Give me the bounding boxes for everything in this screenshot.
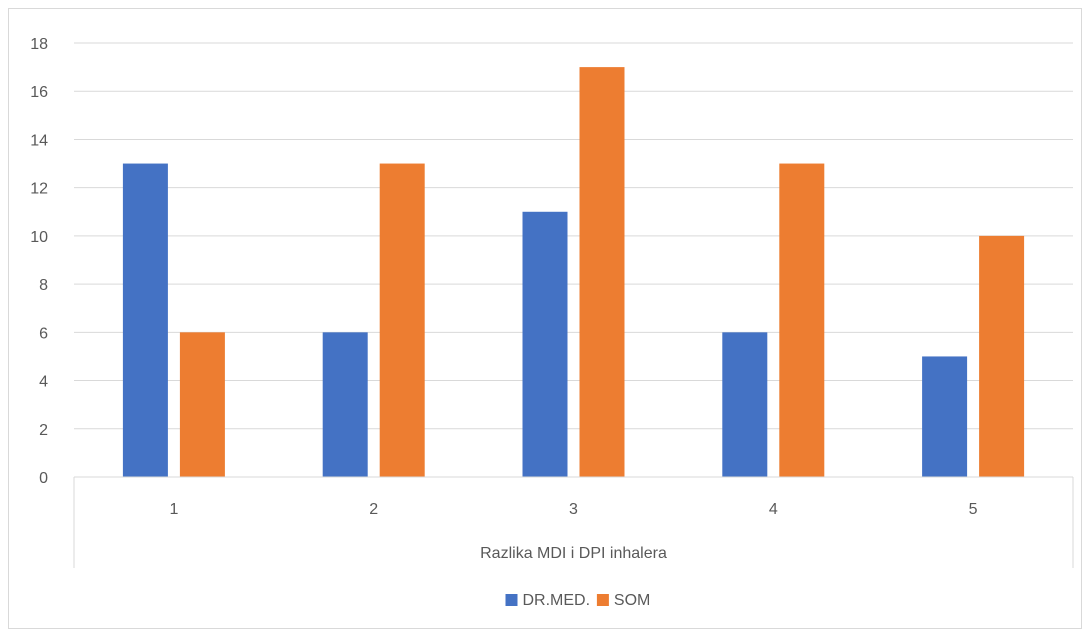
y-tick-label: 6 [39, 325, 48, 342]
x-axis-ticks: 1 2 3 4 5 [169, 501, 977, 518]
bar-som-4 [779, 163, 825, 478]
bar-som-3 [579, 67, 625, 477]
bar-dr-med-4 [722, 332, 768, 477]
y-tick-label: 10 [30, 229, 48, 246]
bar-dr-med-2 [322, 332, 368, 477]
x-tick-label: 5 [969, 501, 978, 518]
bar-dr-med-3 [522, 211, 568, 477]
legend-swatch-dr-med [505, 594, 518, 606]
bar-som-2 [379, 163, 425, 478]
y-tick-label: 4 [39, 374, 48, 391]
x-tick-label: 1 [169, 501, 178, 518]
legend-label-dr-med: DR.MED. [523, 592, 591, 609]
y-tick-label: 0 [39, 470, 48, 487]
legend-swatch-som [596, 594, 609, 606]
bar-som-5 [979, 235, 1025, 477]
bar-som-1 [179, 332, 225, 477]
x-tick-label: 4 [769, 501, 778, 518]
y-tick-label: 16 [30, 84, 48, 101]
legend: DR.MED. SOM [505, 592, 650, 609]
y-tick-label: 14 [30, 132, 48, 149]
y-tick-label: 18 [30, 36, 48, 53]
x-tick-label: 3 [569, 501, 578, 518]
y-axis-ticks: 0 2 4 6 8 10 12 14 16 18 [30, 36, 48, 487]
y-tick-label: 8 [39, 277, 48, 294]
x-tick-label: 2 [369, 501, 378, 518]
x-axis-title: Razlika MDI i DPI inhalera [480, 545, 667, 562]
bar-dr-med-5 [922, 356, 968, 477]
y-tick-label: 12 [30, 181, 48, 198]
gridlines [74, 42, 1073, 430]
legend-label-som: SOM [614, 592, 650, 609]
bar-dr-med-1 [122, 163, 168, 478]
y-tick-label: 2 [39, 422, 48, 439]
bars [122, 67, 1025, 478]
